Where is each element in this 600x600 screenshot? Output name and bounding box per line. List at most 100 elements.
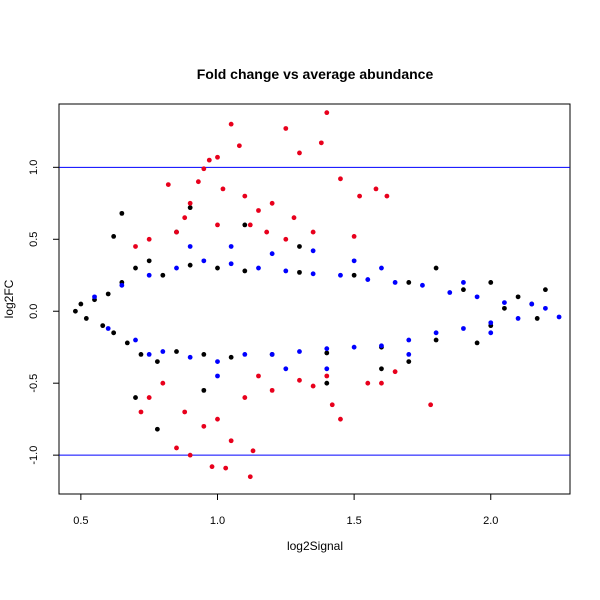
- data-point: [338, 416, 343, 422]
- data-point: [379, 380, 384, 386]
- data-point: [247, 474, 253, 480]
- data-point: [269, 352, 275, 357]
- data-point: [187, 354, 193, 360]
- data-point: [392, 280, 398, 285]
- data-point: [242, 193, 248, 199]
- data-point: [78, 301, 84, 307]
- data-point: [215, 222, 220, 228]
- data-point: [133, 395, 138, 400]
- data-point: [379, 265, 384, 271]
- chart-title: Fold change vs average abundance: [197, 66, 434, 82]
- data-point: [324, 380, 330, 386]
- data-point: [256, 208, 261, 213]
- data-point: [488, 320, 494, 326]
- data-point: [201, 258, 207, 264]
- data-point: [228, 121, 234, 127]
- data-point: [154, 359, 160, 365]
- data-point: [324, 346, 330, 352]
- data-point: [187, 244, 193, 249]
- data-point: [165, 182, 171, 187]
- data-point: [269, 251, 275, 257]
- data-point: [297, 349, 302, 354]
- data-point: [502, 300, 507, 305]
- data-point: [105, 326, 111, 331]
- data-point: [228, 354, 234, 360]
- data-point: [250, 448, 256, 454]
- data-point: [406, 352, 412, 357]
- data-point: [324, 110, 330, 116]
- data-point: [433, 330, 439, 336]
- y-axis-title: log2FC: [2, 279, 16, 318]
- data-point: [534, 316, 540, 321]
- data-point: [133, 265, 138, 271]
- data-point: [474, 340, 480, 346]
- data-point: [242, 395, 248, 400]
- data-point: [187, 200, 193, 206]
- data-point: [324, 350, 330, 356]
- data-point: [201, 423, 207, 429]
- data-point: [461, 287, 466, 293]
- data-point: [215, 416, 220, 422]
- data-point: [174, 265, 179, 271]
- data-point: [182, 409, 188, 415]
- data-point: [529, 301, 535, 307]
- data-point: [138, 409, 144, 415]
- data-point: [351, 344, 357, 350]
- data-point: [124, 340, 130, 346]
- data-point: [174, 229, 179, 235]
- data-point: [351, 233, 357, 239]
- data-point: [515, 316, 521, 321]
- data-point: [133, 244, 138, 249]
- data-point: [357, 193, 362, 199]
- data-point: [215, 265, 220, 271]
- data-point: [392, 369, 398, 375]
- reference-lines: [59, 166, 570, 456]
- x-tick-label: 2.0: [483, 515, 498, 527]
- data-point: [543, 287, 548, 293]
- data-point: [83, 316, 89, 321]
- data-point: [365, 380, 371, 386]
- data-point: [228, 261, 234, 267]
- data-point: [310, 383, 316, 389]
- data-point: [406, 359, 412, 365]
- data-point: [338, 272, 343, 278]
- data-point: [297, 244, 302, 249]
- data-point: [474, 294, 480, 300]
- data-point: [228, 244, 234, 249]
- data-point: [220, 186, 226, 192]
- data-point: [146, 395, 152, 400]
- data-points: [72, 110, 562, 480]
- data-point: [351, 258, 357, 264]
- data-point: [297, 150, 302, 156]
- data-point: [256, 265, 261, 271]
- y-tick-label: 1.0: [28, 160, 40, 175]
- x-tick-label: 1.0: [210, 515, 225, 527]
- data-point: [187, 205, 193, 211]
- data-point: [174, 445, 179, 451]
- data-point: [433, 265, 439, 271]
- y-tick-label: 0.5: [28, 232, 40, 247]
- data-point: [174, 349, 179, 354]
- data-point: [242, 352, 248, 357]
- data-point: [133, 337, 138, 343]
- data-point: [201, 166, 207, 172]
- data-point: [146, 352, 152, 357]
- data-point: [146, 236, 152, 242]
- data-point: [269, 200, 275, 206]
- data-point: [297, 269, 302, 275]
- data-point: [283, 126, 289, 131]
- data-point: [138, 352, 144, 357]
- data-point: [310, 248, 316, 254]
- data-point: [283, 236, 289, 242]
- data-point: [119, 282, 125, 288]
- data-point: [187, 262, 193, 268]
- data-point: [105, 291, 111, 297]
- x-tick-label: 0.5: [73, 515, 88, 527]
- data-point: [223, 465, 229, 471]
- data-point: [329, 402, 335, 408]
- data-point: [215, 359, 220, 365]
- y-axis: -1.0 -0.5 0.0 0.5 1.0: [28, 160, 60, 465]
- data-point: [215, 154, 220, 160]
- data-point: [502, 305, 507, 311]
